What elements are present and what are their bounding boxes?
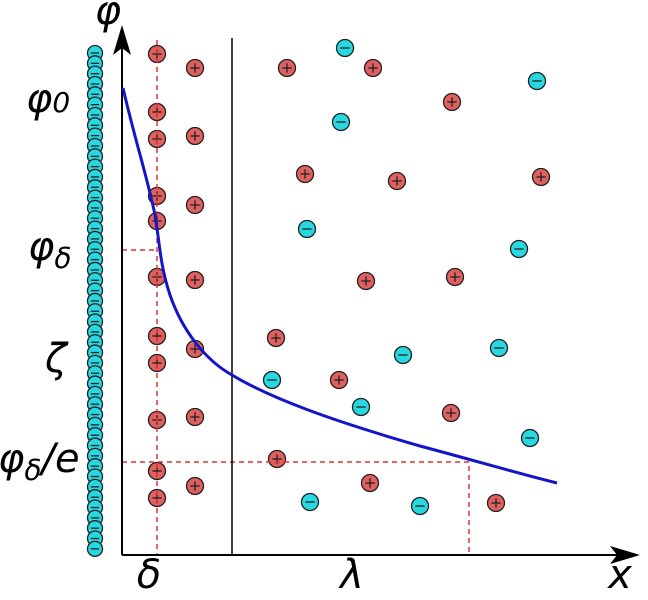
decay-line [122, 461, 470, 555]
x-label: x [606, 552, 632, 598]
y-arrow [113, 25, 131, 55]
phi0-label: φ0 [26, 76, 70, 122]
x-arrow [610, 546, 640, 564]
zeta-label: ζ [44, 336, 69, 382]
phi-delta-label: φδ [28, 224, 72, 275]
lambda-label: λ [338, 552, 364, 598]
delta-label: δ [137, 552, 161, 598]
ions [86, 38, 551, 557]
phi-delta-e-label: φδ/e [0, 436, 80, 487]
potential-curve [121, 87, 558, 485]
y-label: φ [95, 0, 121, 34]
